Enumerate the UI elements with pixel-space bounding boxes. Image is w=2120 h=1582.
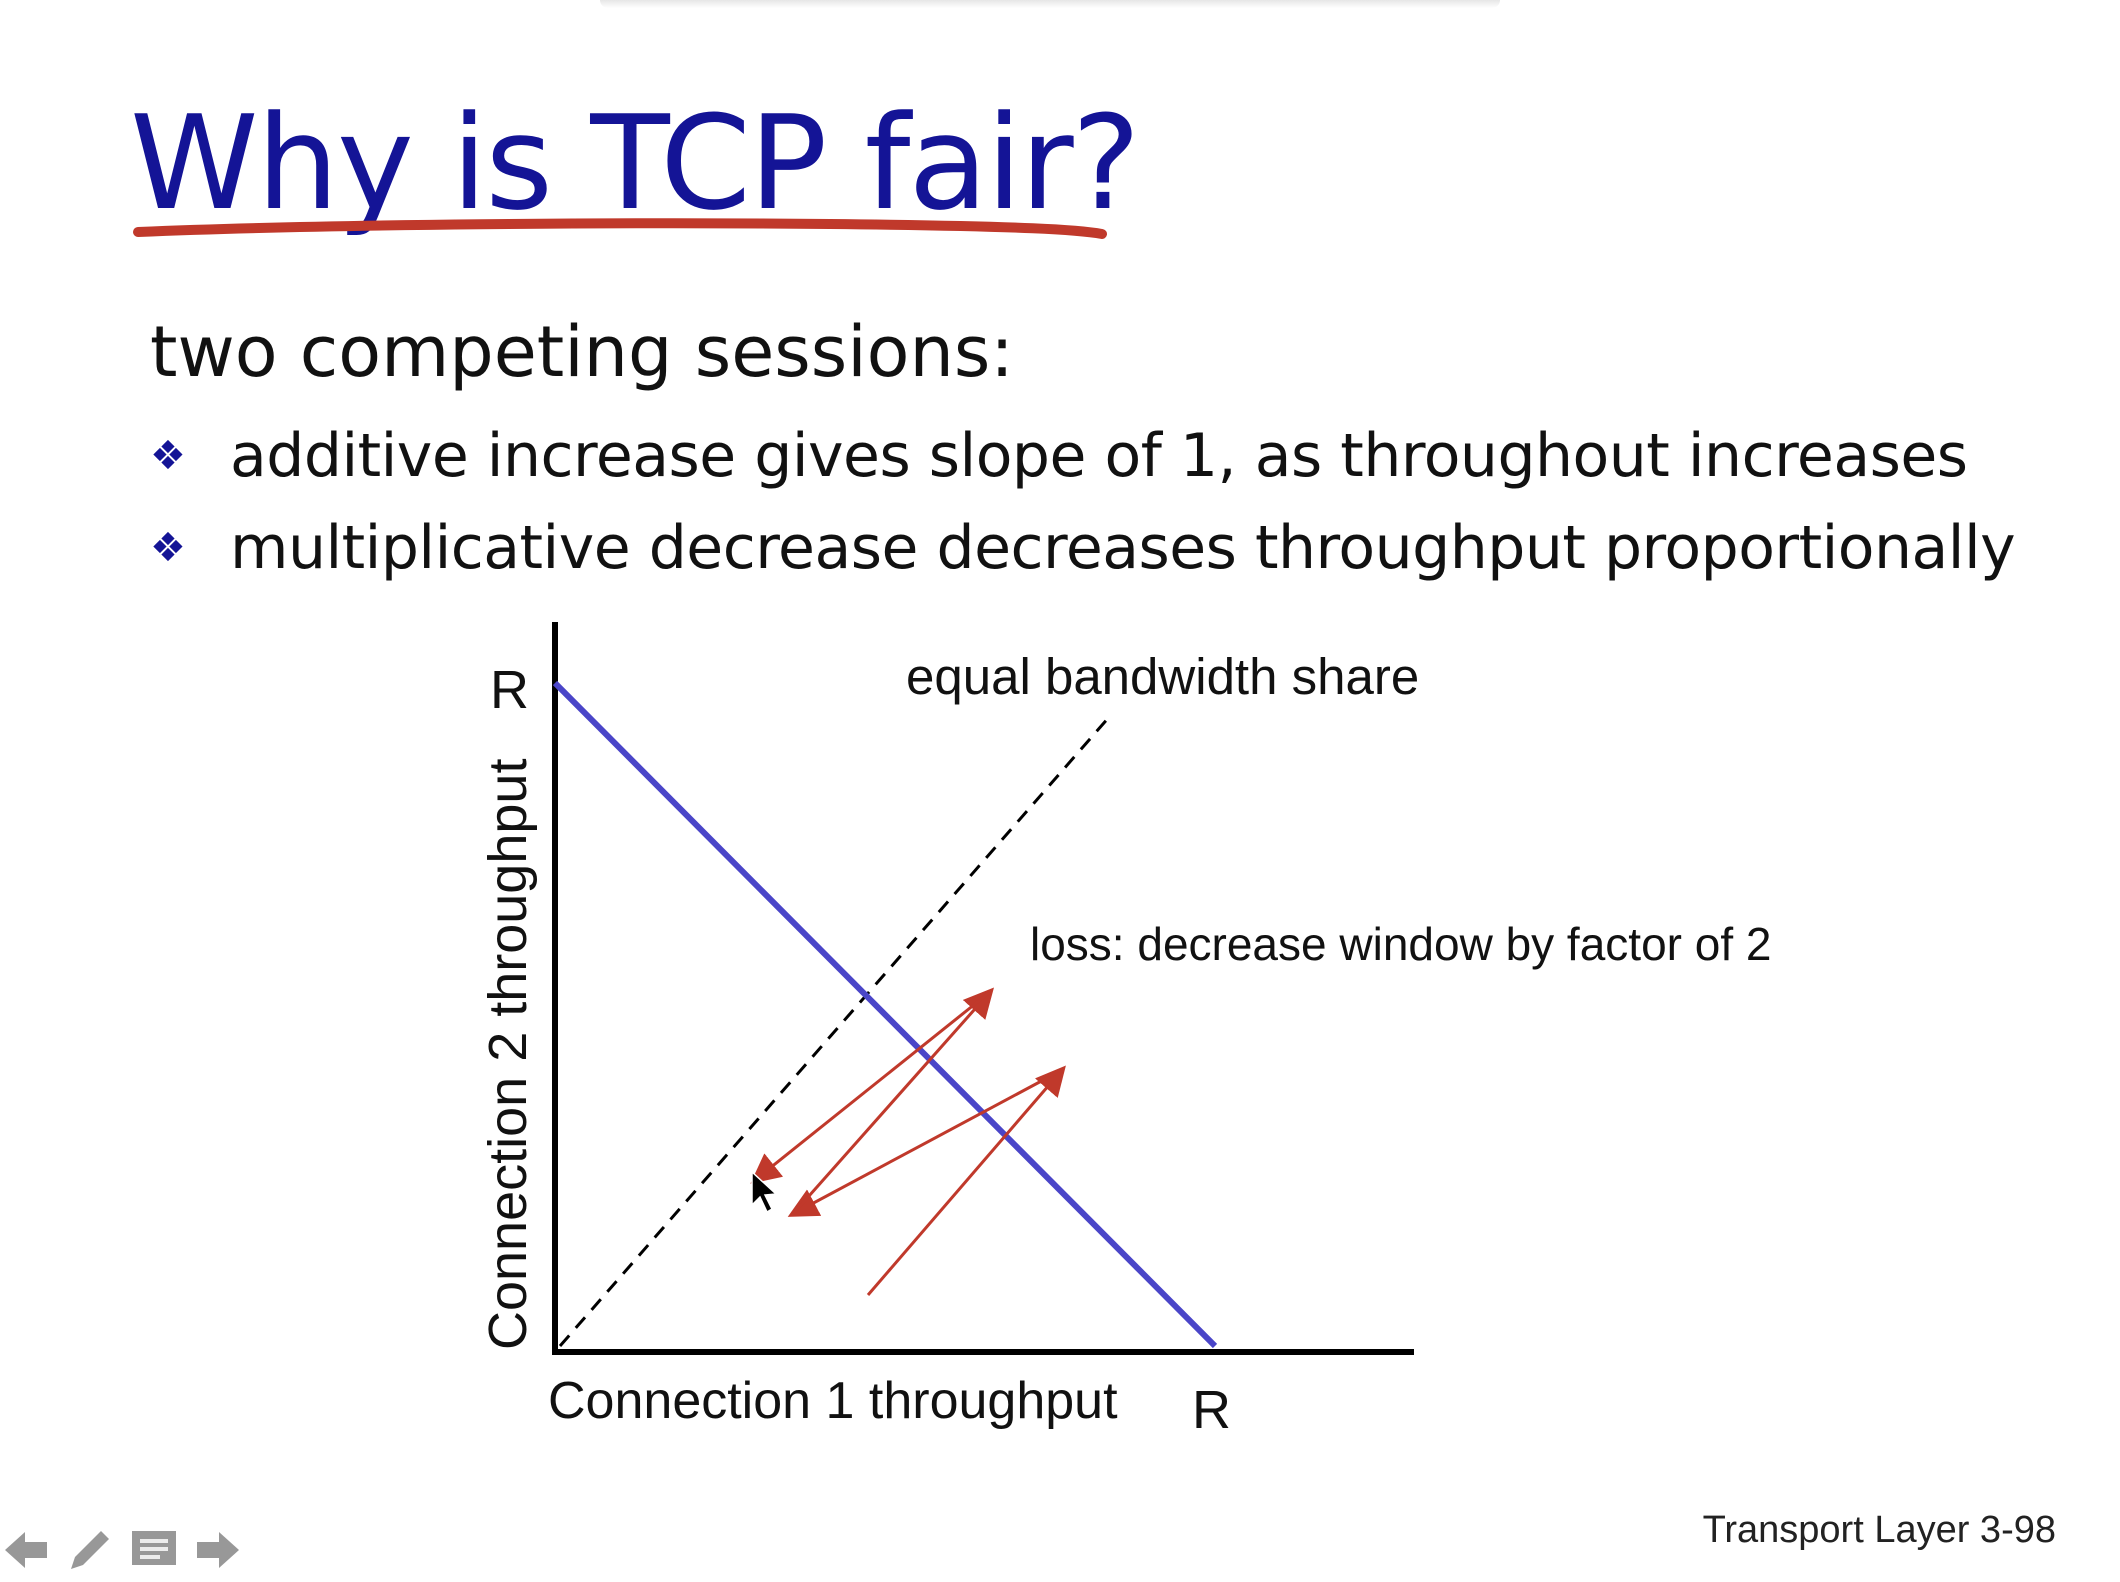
cursor-icon — [751, 1170, 778, 1214]
subtitle: two competing sessions: — [150, 311, 1014, 393]
bullet-item: ❖ additive increase gives slope of 1, as… — [150, 410, 2015, 502]
increase-arrow — [791, 987, 994, 1215]
x-max-label: R — [1192, 1380, 1231, 1440]
y-max-label: R — [490, 660, 529, 720]
title-underline — [133, 218, 1107, 239]
slide-navigation — [0, 1524, 244, 1576]
bullet-list: ❖ additive increase gives slope of 1, as… — [150, 410, 2016, 594]
arrow-right-icon[interactable] — [192, 1524, 244, 1576]
y-axis-label: Connection 2 throughput — [478, 759, 538, 1350]
slide-footer: Transport Layer 3-98 — [1702, 1509, 2056, 1551]
top-shadow — [600, 0, 1500, 8]
slide-title: Why is TCP fair? — [130, 87, 1141, 239]
equal-share-label: equal bandwidth share — [906, 648, 1419, 705]
loss-label: loss: decrease window by factor of 2 — [1030, 918, 1771, 970]
slides-menu-icon[interactable] — [128, 1524, 180, 1576]
bullet-text: additive increase gives slope of 1, as t… — [230, 421, 1968, 491]
capacity-line — [552, 680, 1218, 1349]
decrease-arrow — [787, 1068, 1063, 1217]
arrow-left-icon[interactable] — [0, 1524, 52, 1576]
bullet-item: ❖ multiplicative decrease decreases thro… — [150, 502, 2016, 594]
bullet-text: multiplicative decrease decreases throug… — [230, 513, 2016, 583]
equal-share-line — [558, 715, 1112, 1347]
decrease-arrow — [750, 990, 991, 1184]
pen-icon[interactable] — [64, 1524, 116, 1576]
increase-arrow — [866, 1065, 1066, 1296]
diamond-cluster-icon: ❖ — [150, 433, 186, 479]
diamond-cluster-icon: ❖ — [150, 525, 186, 571]
x-axis-label: Connection 1 throughput — [548, 1372, 1118, 1430]
